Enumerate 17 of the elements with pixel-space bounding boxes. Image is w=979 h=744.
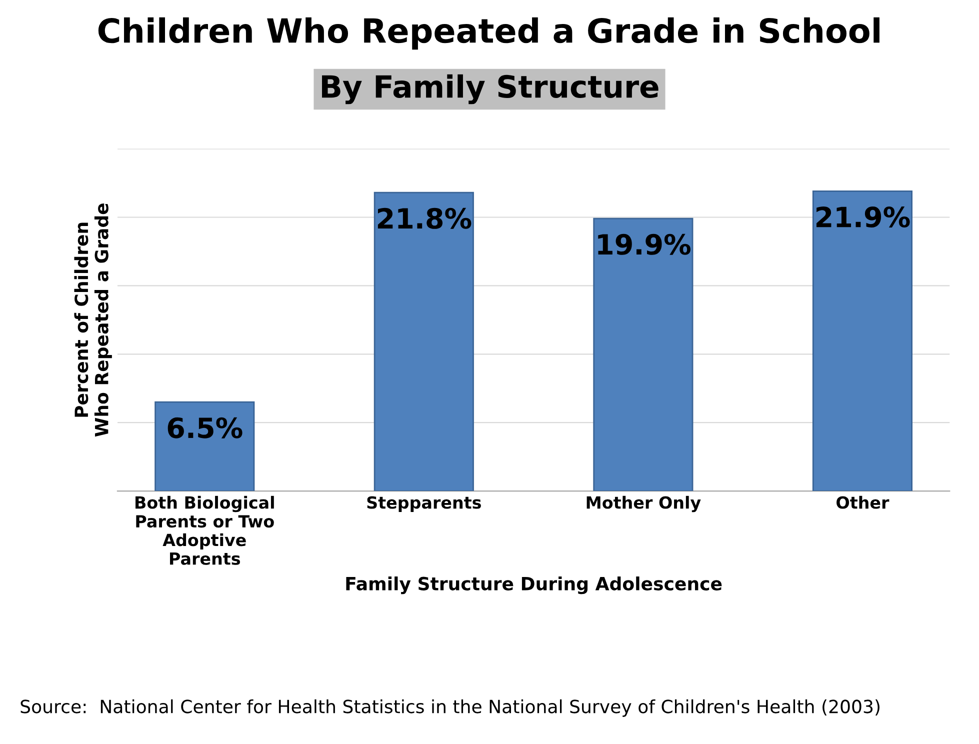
- data-label: 6.5%: [168, 417, 242, 438]
- x-axis-title: Family Structure During Adolescence: [346, 576, 722, 594]
- chart-subtitle: By Family Structure: [322, 74, 658, 104]
- bar: [812, 190, 912, 492]
- x-tick-label: Mother Only: [586, 496, 701, 512]
- bar: [374, 192, 474, 492]
- chart-title: Children Who Repeated a Grade in School: [98, 17, 880, 50]
- x-tick-label: Both Biological Parents or Two Adoptive Parents: [136, 496, 274, 565]
- source-note: Source: National Center for Health Statistics in the National Survey of Children's Health (2003): [20, 699, 880, 717]
- data-label: 21.8%: [378, 208, 472, 229]
- data-label: 21.9%: [816, 206, 910, 228]
- data-label: 19.9%: [598, 234, 690, 255]
- y-axis-title: Percent of Children Who Repeated a Grade: [74, 203, 112, 437]
- bar: [154, 401, 255, 492]
- x-tick-label: Other: [836, 496, 890, 509]
- bar: [593, 218, 694, 492]
- x-tick-label: Stepparents: [367, 496, 481, 512]
